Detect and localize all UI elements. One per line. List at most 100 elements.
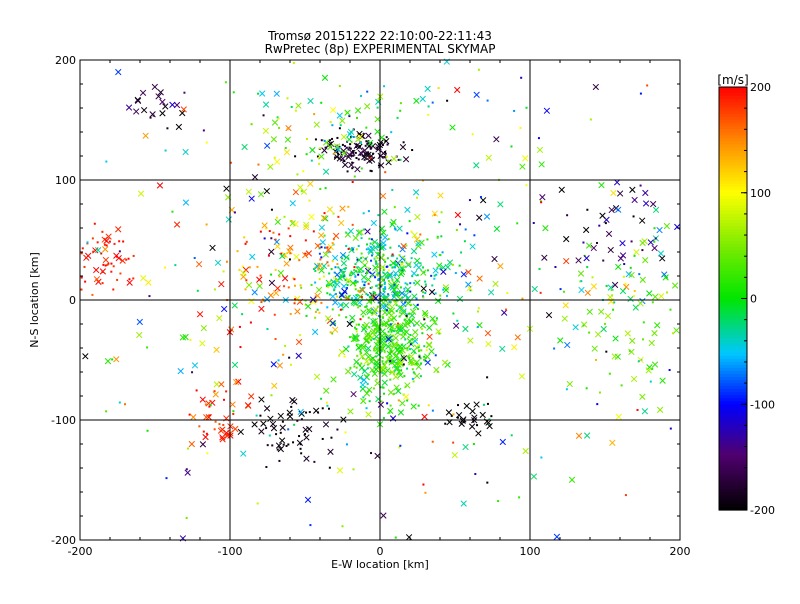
data-point-x: [305, 250, 313, 257]
data-point-dot: [345, 316, 348, 319]
data-point-x: [395, 387, 402, 395]
colorbar-band: [719, 476, 747, 481]
data-point-x: [452, 322, 460, 329]
data-point-x: [375, 323, 383, 330]
data-point-dot: [101, 282, 104, 285]
colorbar-band: [719, 340, 747, 345]
data-point-dot: [439, 294, 442, 297]
data-point-dot: [418, 354, 421, 357]
data-point-x: [429, 315, 436, 322]
data-point-dot: [395, 310, 398, 313]
data-point-dot: [516, 222, 519, 225]
data-point-dot: [83, 265, 86, 268]
data-point-x: [607, 246, 614, 254]
data-point-dot: [146, 429, 149, 432]
data-point-dot: [365, 305, 368, 308]
data-point-dot: [313, 460, 316, 463]
data-point-dot: [347, 148, 350, 151]
x-tick-label: -200: [68, 545, 93, 558]
data-point-dot: [111, 358, 114, 361]
data-point-dot: [636, 408, 639, 411]
data-point-dot: [337, 266, 340, 269]
data-point-x: [435, 328, 442, 335]
data-point-x: [381, 271, 389, 278]
data-point-dot: [364, 281, 367, 284]
colorbar-band: [719, 132, 747, 136]
data-point-x: [251, 174, 259, 181]
data-point-x: [607, 284, 614, 291]
data-point-x: [355, 256, 363, 264]
data-point-x: [316, 262, 324, 269]
data-point-dot: [304, 433, 307, 436]
data-point-x: [384, 334, 391, 341]
data-point-dot: [346, 170, 349, 173]
colorbar-band: [719, 371, 747, 375]
data-point-dot: [336, 150, 339, 153]
data-point-x: [134, 97, 142, 105]
data-point-x: [455, 412, 463, 419]
data-point-x: [313, 121, 320, 128]
data-point-x: [541, 254, 548, 261]
data-point-dot: [553, 347, 556, 350]
colorbar-band: [719, 355, 747, 360]
colorbar-band: [719, 87, 747, 91]
colorbar-band: [719, 168, 747, 173]
data-point-x: [539, 194, 546, 201]
colorbar-band: [719, 461, 747, 466]
data-point-x: [392, 270, 399, 277]
data-point-dot: [213, 288, 216, 291]
data-point-dot: [348, 115, 351, 118]
colorbar-band: [719, 162, 747, 167]
data-point-dot: [164, 266, 167, 269]
data-point-x: [355, 229, 363, 236]
data-point-x: [371, 370, 378, 378]
data-point-dot: [268, 230, 271, 233]
data-point-x: [586, 308, 593, 315]
data-point-dot: [362, 287, 365, 290]
data-point-x: [278, 437, 286, 444]
data-point-dot: [422, 296, 425, 299]
data-point-dot: [357, 273, 360, 276]
data-point-x: [531, 285, 538, 293]
colorbar-band: [719, 503, 747, 508]
data-point-dot: [424, 360, 427, 363]
colorbar-band: [719, 283, 747, 288]
data-point-dot: [281, 420, 284, 423]
data-point-dot: [366, 367, 369, 370]
data-point-dot: [265, 227, 268, 230]
colorbar-tick-label: 200: [750, 81, 771, 94]
data-point-x: [612, 335, 619, 342]
colorbar-band: [719, 195, 747, 200]
colorbar-band: [719, 467, 747, 472]
data-point-dot: [294, 155, 297, 158]
colorbar-band: [719, 506, 747, 511]
data-point-dot: [363, 264, 366, 267]
data-point-dot: [357, 306, 360, 309]
data-point-dot: [434, 354, 437, 357]
data-point-x: [492, 280, 499, 288]
data-point-dot: [244, 288, 247, 291]
data-point-dot: [370, 170, 373, 173]
data-point-x: [365, 353, 372, 361]
data-point-x: [360, 309, 367, 316]
data-point-dot: [415, 362, 418, 365]
data-point-dot: [289, 252, 292, 255]
data-point-dot: [580, 280, 583, 283]
data-point-dot: [565, 388, 568, 391]
data-point-dot: [329, 139, 332, 142]
data-point-x: [558, 186, 565, 193]
data-point-x: [263, 187, 270, 195]
colorbar-band: [719, 452, 747, 457]
data-point-x: [233, 378, 240, 386]
data-point-dot: [585, 387, 588, 390]
data-point-dot: [486, 376, 489, 379]
data-point-dot: [442, 288, 445, 291]
colorbar-band: [719, 216, 747, 221]
data-point-x: [329, 293, 336, 300]
data-point-dot: [317, 268, 320, 271]
data-point-dot: [365, 248, 368, 251]
data-point-x: [289, 220, 296, 227]
data-point-dot: [225, 390, 228, 393]
data-point-dot: [435, 317, 438, 320]
data-point-dot: [355, 248, 358, 251]
